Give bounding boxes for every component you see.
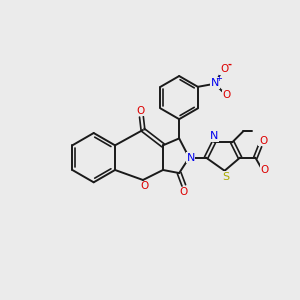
Text: N: N (210, 131, 218, 141)
Text: O: O (140, 181, 148, 191)
Text: O: O (259, 136, 267, 146)
Text: O: O (260, 165, 269, 175)
Text: O: O (136, 106, 145, 116)
Text: O: O (180, 187, 188, 197)
Text: +: + (215, 74, 222, 83)
Text: S: S (223, 172, 230, 182)
Text: N: N (211, 78, 219, 88)
Text: -: - (227, 59, 231, 70)
Text: O: O (220, 64, 228, 74)
Text: O: O (222, 90, 230, 100)
Text: N: N (187, 153, 195, 163)
